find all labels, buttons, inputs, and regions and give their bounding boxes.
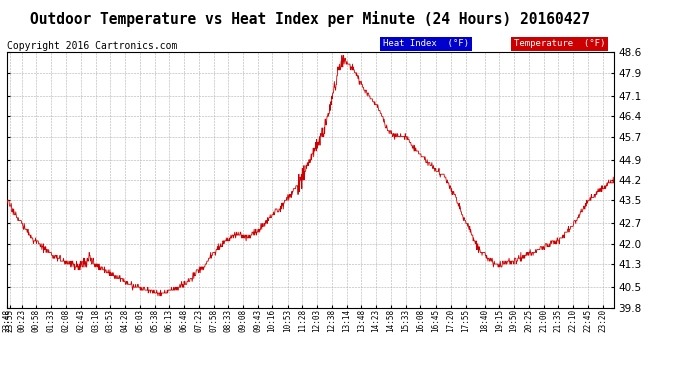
Text: Copyright 2016 Cartronics.com: Copyright 2016 Cartronics.com xyxy=(7,41,177,51)
Text: Temperature  (°F): Temperature (°F) xyxy=(514,39,605,48)
Text: Heat Index  (°F): Heat Index (°F) xyxy=(383,39,469,48)
Text: Outdoor Temperature vs Heat Index per Minute (24 Hours) 20160427: Outdoor Temperature vs Heat Index per Mi… xyxy=(30,11,591,27)
